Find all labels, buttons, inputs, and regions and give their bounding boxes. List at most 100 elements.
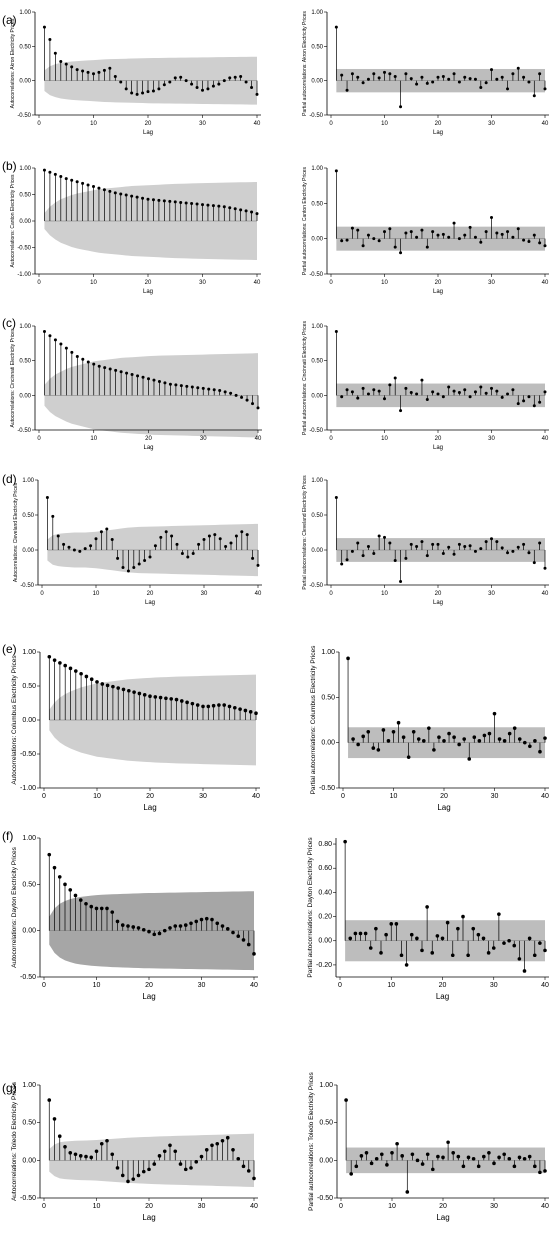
panel-2-acf-marker [157,198,161,202]
panel-4-acf-marker [56,534,60,538]
panel-6-acf-marker [131,925,136,929]
panel-2-acf-marker [239,208,243,212]
panel-3-pacf-marker [468,395,472,399]
panel-6-pacf-marker [517,957,522,961]
panel-4-pacf-marker [468,544,472,548]
panel-1-pacf-marker [543,87,547,91]
panel-2-pacf-marker [463,233,467,237]
panel-1-pacf-marker [479,86,483,90]
panel-5-pacf-xtick-label: 40 [541,793,549,800]
panel-3-acf-marker [97,364,101,368]
panel-3-pacf-marker [495,389,499,393]
panel-4-acf-marker [62,542,66,546]
panel-1-pacf-marker [404,72,408,76]
panel-2-pacf-marker [425,245,429,249]
panel-3-acf-marker [245,398,249,402]
panel-2-acf-marker [48,170,52,174]
panel-6-pacf-marker [363,931,368,936]
panel-6-acf-ytick-label: -0.50 [20,974,36,981]
panel-3-pacf-marker [425,397,429,401]
panel-6-pacf-marker [445,920,450,925]
panel-1-acf-marker [146,90,150,94]
panel-2-acf-marker [195,202,199,206]
panel-6-pacf-marker [481,936,486,941]
panel-6-acf-marker [183,923,188,927]
panel-4-pacf-xtick-label: 30 [488,591,495,597]
panel-2-acf-ytick-label: -1.00 [17,272,31,278]
panel-1-pacf-marker [538,72,542,76]
panel-1-acf-marker [86,70,90,74]
panel-6-pacf-marker [374,926,378,931]
panel-5-acf-marker [148,694,152,698]
panel-1-pacf-marker [399,105,403,109]
panel-1-acf-marker [244,80,248,84]
panel-label: (e) [2,642,17,656]
panel-7-pacf-marker [527,1154,532,1159]
panel-5-pacf-marker [396,720,401,725]
panel-4-pacf-marker [479,547,483,551]
panel-7-pacf-xlabel: Lag [436,1213,449,1222]
panel-5-pacf-xtick-label: 20 [440,793,448,800]
panel-7-acf-marker [131,1177,136,1181]
panel-2-pacf-marker [383,230,386,234]
panel-3-acf-marker [114,368,118,372]
panel-6-pacf-ylabel: Partial autocorrelations: Dayton Electri… [307,837,314,978]
panel-1-pacf-xtick-label: 40 [542,121,549,127]
panel-5-acf-marker [111,684,115,689]
panel-7-acf-marker [89,1155,94,1160]
panel-1-pacf-marker [377,76,381,80]
panel-1-pacf-xlabel: Lag [433,130,443,136]
panel-7-acf-marker [225,1135,230,1140]
panel-5-acf-marker [142,693,147,697]
panel-1-acf-marker [222,79,226,83]
panel-1-pacf-ytick-label: 1.00 [311,10,323,16]
panel-3-pacf-marker [340,395,344,399]
panel-6-acf-marker [162,928,167,933]
panel-4-pacf-marker [425,554,429,558]
panel-1-pacf-marker [463,75,467,79]
panel-7-pacf-marker [344,1098,348,1102]
panel-6-pacf-ytick-label: 0.40 [318,889,332,896]
panel-2-acf-marker [179,200,183,204]
panel-5-pacf-marker [492,711,497,716]
panel-4-pacf-marker [361,554,365,558]
panel-7-pacf-marker [364,1151,369,1155]
panel-2-pacf-marker [372,237,376,241]
panel-6-pacf-marker [348,936,353,941]
panel-4-pacf-xtick-label: 10 [381,591,388,597]
panel-6-acf-marker [99,906,104,911]
panel-4-acf-marker [218,537,222,541]
panel-7-pacf-marker [425,1152,430,1157]
panel-7-pacf-xtick-label: 20 [439,1203,447,1210]
panel-7-acf-marker [57,1134,62,1139]
panel-2-acf-marker [244,209,248,213]
panel-4-pacf-marker [350,549,354,553]
panel-4-pacf-marker [345,558,349,562]
panel-6-acf-marker [173,924,178,928]
panel-3-pacf-ylabel: Partial autocorrelations: Cincinnati Ele… [302,321,308,435]
panel-4-acf-xtick-label: 20 [147,591,154,597]
panel-4-acf-xtick-label: 30 [201,591,208,597]
panel-4-acf-marker [229,541,233,545]
panel-1-pacf-marker [388,72,392,76]
panel-1-acf-marker [157,87,161,91]
panel-5-acf-marker [121,687,126,692]
panel-5-acf-marker [201,704,205,709]
panel-4-acf-marker [110,538,114,541]
panel-1-pacf-ylabel: Partial autocorrelations: Akron Electric… [302,11,308,116]
panel-4-pacf-marker [420,540,424,544]
panel-2-acf-marker [53,172,57,176]
panel-6-acf-ytick-label: 1.00 [22,835,36,842]
panel-4-acf-marker [170,534,174,538]
panel-4-acf-marker [234,534,238,538]
panel-3-pacf-marker [404,386,408,390]
panel-4-pacf-marker [441,552,445,555]
panel-5-pacf-ytick-label: 0.00 [321,740,335,747]
panel-7-pacf-ytick-label: -0.50 [317,1195,333,1202]
panel-6-acf-marker [126,924,130,928]
panel-5-pacf-marker [517,737,522,741]
panel-5-pacf-marker [538,749,542,754]
panel-3-acf-xtick-label: 10 [90,436,97,442]
panel-4-pacf-marker [532,561,536,565]
panel-5-acf-xlabel: Lag [143,803,156,812]
